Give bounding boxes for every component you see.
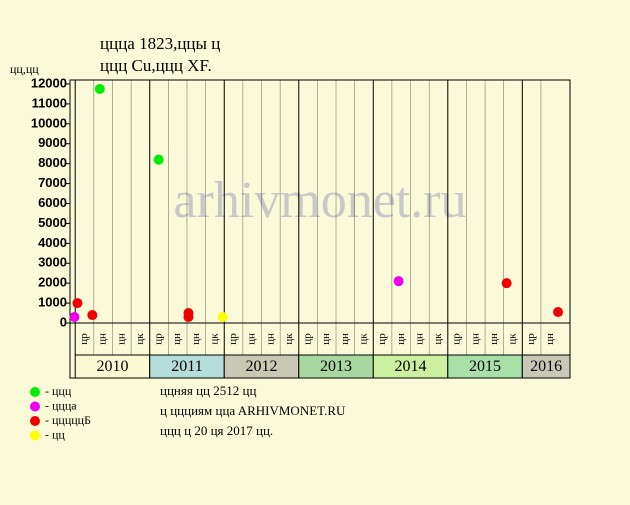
point — [94, 83, 105, 94]
footer-line: ццц ц 20 ця 2017 цц. — [160, 423, 273, 438]
point — [217, 312, 228, 323]
quarter-label: цр — [227, 333, 239, 345]
quarter-label: цк — [357, 333, 369, 345]
y-tick-label: 1000 — [38, 295, 67, 310]
point — [87, 310, 98, 321]
legend-marker — [30, 387, 40, 397]
year-label: 2016 — [530, 358, 562, 375]
legend-label: - цц — [45, 427, 65, 441]
y-tick-label: 4000 — [38, 235, 67, 250]
quarter-label: цн — [171, 333, 183, 345]
chart-title: ццца 1823,ццы ц — [100, 34, 220, 53]
quarter-label: цк — [208, 333, 220, 345]
quarter-label: цр — [525, 333, 537, 345]
year-box — [521, 354, 571, 379]
quarter-label: цр — [302, 333, 314, 345]
quarter-label: цн — [97, 333, 109, 345]
quarter-label: цк — [283, 333, 295, 345]
legend-label: - ццца — [45, 398, 77, 412]
quarter-label: цр — [153, 333, 165, 345]
quarter-label: цн — [264, 333, 276, 345]
year-label: 2013 — [320, 358, 352, 375]
quarter-label: цр — [78, 333, 90, 345]
point — [393, 276, 404, 287]
quarter-label: цн — [413, 333, 425, 345]
y-tick-label: 9000 — [38, 135, 67, 150]
quarter-label: цн — [395, 333, 407, 345]
footer-line: ццняя цц 2512 цц — [160, 383, 256, 398]
watermark: arhivmonet.ru — [173, 172, 466, 229]
year-label: 2010 — [96, 358, 128, 375]
point — [72, 298, 83, 309]
point — [153, 154, 164, 165]
quarter-label: цн — [544, 333, 556, 345]
legend-marker — [30, 401, 40, 412]
y-tick-label: 8000 — [38, 155, 67, 170]
legend-marker — [30, 430, 40, 441]
chart-subtitle: ццц Cu,ццц XF. — [100, 56, 212, 75]
year-label: 2012 — [246, 358, 278, 375]
year-label: 2011 — [171, 358, 202, 375]
quarter-label: цн — [115, 333, 127, 345]
y-axis-label: цц,цц — [10, 62, 39, 76]
quarter-label: цк — [134, 333, 146, 345]
y-tick-label: 5000 — [38, 215, 67, 230]
quarter-label: цн — [339, 333, 351, 345]
quarter-label: цн — [246, 333, 258, 345]
quarter-label: цн — [190, 333, 202, 345]
y-tick-label: 10000 — [31, 115, 67, 130]
year-label: 2015 — [469, 358, 501, 375]
y-tick-label: 6000 — [38, 195, 67, 210]
y-tick-label: 11000 — [32, 95, 67, 110]
y-tick-label: 12000 — [31, 75, 67, 90]
quarter-label: цк — [432, 333, 444, 345]
legend-label: - цццццБ — [45, 413, 91, 427]
year-label: 2014 — [395, 358, 427, 375]
y-tick-label: 2000 — [38, 275, 67, 290]
quarter-label: цн — [469, 333, 481, 345]
legend-marker — [30, 416, 40, 426]
point — [183, 312, 194, 323]
quarter-label: цр — [376, 333, 388, 345]
quarter-label: цр — [451, 333, 463, 345]
y-tick-label: 7000 — [38, 175, 67, 190]
y-tick-label: 0 — [60, 314, 67, 329]
point — [553, 307, 564, 318]
footer-line: ц ццциям ццa ARHIVMONET.RU — [160, 403, 346, 418]
quarter-label: цн — [320, 333, 332, 345]
legend-label: - ццц — [45, 384, 72, 398]
point — [501, 278, 512, 289]
quarter-label: цн — [488, 333, 500, 345]
y-tick-label: 3000 — [38, 255, 67, 270]
quarter-label: цк — [507, 333, 519, 345]
point — [69, 312, 80, 323]
